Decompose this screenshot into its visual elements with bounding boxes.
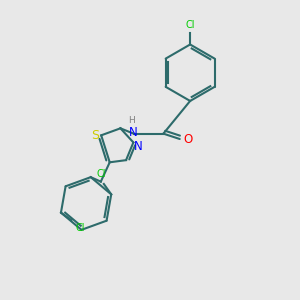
Text: S: S xyxy=(91,129,99,142)
Text: H: H xyxy=(128,116,135,125)
Text: N: N xyxy=(134,140,142,152)
Text: Cl: Cl xyxy=(76,223,85,233)
Text: O: O xyxy=(183,133,193,146)
Text: Cl: Cl xyxy=(185,20,195,30)
Text: N: N xyxy=(129,126,138,139)
Text: Cl: Cl xyxy=(96,169,106,179)
